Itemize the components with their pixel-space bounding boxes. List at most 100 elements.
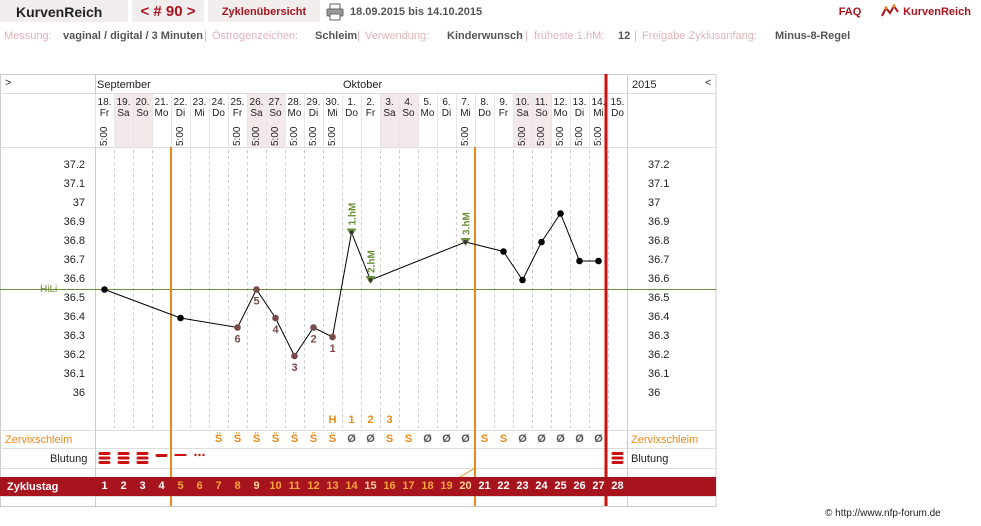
day-date: 1. <box>347 97 356 108</box>
mucus-value: Ø <box>556 433 565 445</box>
cycle-navigator[interactable]: < # 90 > <box>132 0 204 22</box>
hm-label: 1.hM <box>348 203 359 226</box>
day-date: 28. <box>287 97 302 108</box>
temperature-point <box>463 240 468 244</box>
temperature-point <box>538 238 545 246</box>
scroll-right-button[interactable]: < <box>705 77 712 89</box>
day-date: 12. <box>553 97 568 108</box>
mucus-value: Ø <box>575 433 584 445</box>
scroll-left-button[interactable]: > <box>5 77 12 89</box>
day-date: 5. <box>423 97 432 108</box>
day-header: 14. Mi <box>589 97 608 119</box>
app-title[interactable]: KurvenReich <box>0 0 128 22</box>
day-weekday: Di <box>574 108 585 119</box>
temperature-point <box>519 276 526 284</box>
day-weekday: Do <box>212 108 225 119</box>
mucus-value: Ø <box>461 433 470 445</box>
estrogen-label: Östrogenzeichen: <box>212 30 299 42</box>
cycle-day-number: 18 <box>421 480 434 492</box>
day-header: 8. Do <box>475 97 494 119</box>
temperature-point <box>329 333 336 341</box>
mucus-peak-marker: 1 <box>348 414 355 426</box>
earliest-hm-label: früheste 1.hM: <box>534 30 605 42</box>
mucus-value: S <box>404 433 413 445</box>
bleeding-spot <box>198 453 201 457</box>
cycle-day-number: 4 <box>158 480 165 492</box>
day-date: 20. <box>135 97 150 108</box>
cycle-day-number: 20 <box>459 480 472 492</box>
day-date: 9. <box>499 97 508 108</box>
cycle-day-number: 1 <box>101 480 108 492</box>
mucus-peak-marker: H <box>328 414 337 426</box>
mucus-value: S <box>499 433 508 445</box>
weekend-shade <box>513 94 532 147</box>
measurement-time: 5:00 <box>251 126 262 146</box>
cycle-day-band <box>0 477 716 496</box>
weekend-shade <box>133 94 152 147</box>
y-tick-label: 37 <box>72 197 85 209</box>
measurement-time: 5:00 <box>232 126 243 146</box>
mucus-value: S̈ <box>328 433 337 445</box>
faq-link[interactable]: FAQ <box>838 6 862 18</box>
low-point-label: 5 <box>253 296 259 308</box>
cycle-day-number: 2 <box>120 480 127 492</box>
day-date: 14. <box>591 97 606 108</box>
day-date: 3. <box>385 97 394 108</box>
low-point-label: 3 <box>291 362 297 374</box>
brand-logo[interactable]: KurvenReich <box>880 0 981 22</box>
low-point-label: 1 <box>329 343 335 355</box>
measurement-time: 5:00 <box>555 126 566 146</box>
y-tick-label-right: 37 <box>648 197 661 209</box>
mucus-peak-marker: 3 <box>386 414 393 426</box>
bleeding-mark <box>155 454 168 457</box>
day-header: 3. Sa <box>380 97 399 119</box>
day-header: 15. Do <box>608 97 627 119</box>
y-tick-label: 36.1 <box>63 368 85 380</box>
day-date: 8. <box>480 97 489 108</box>
mucus-peak-marker: 2 <box>367 414 374 426</box>
day-date: 15. <box>610 97 625 108</box>
cycle-day-number: 6 <box>196 480 203 492</box>
bleeding-spot <box>194 453 197 457</box>
top-bar: KurvenReich < # 90 > Zyklenübersicht 18.… <box>0 0 981 26</box>
bleeding-mark <box>117 456 130 460</box>
day-header: 20. So <box>133 97 152 119</box>
day-header: 18. Fr <box>95 97 114 119</box>
mucus-value: Ø <box>537 433 546 445</box>
day-header: 19. Sa <box>114 97 133 119</box>
y-tick-label-right: 36.3 <box>648 330 670 342</box>
temperature-point <box>291 352 298 360</box>
printer-icon[interactable] <box>326 0 346 22</box>
day-header: 26. Sa <box>247 97 266 119</box>
y-tick-label-right: 36.6 <box>648 273 670 285</box>
y-tick-label: 36.2 <box>63 349 85 361</box>
mucus-value: S̈ <box>290 433 299 445</box>
mucus-value: S̈ <box>309 433 318 445</box>
mucus-value: S <box>385 433 394 445</box>
cycle-day-number: 3 <box>139 480 146 492</box>
cycle-overview-button[interactable]: Zyklenübersicht <box>208 0 320 22</box>
bleeding-mark <box>136 461 149 464</box>
day-header: 24. Do <box>209 97 228 119</box>
weekend-shade <box>380 94 399 147</box>
mucus-value: Ø <box>423 433 432 445</box>
y-tick-label-right: 36.8 <box>648 235 670 247</box>
day-date: 18. <box>97 97 112 108</box>
day-weekday: Mi <box>593 108 604 119</box>
y-tick-label: 37.2 <box>63 159 85 171</box>
day-date: 21. <box>154 97 169 108</box>
day-weekday: Mi <box>460 108 471 119</box>
cycle-day-number: 19 <box>440 480 453 492</box>
brand-name: KurvenReich <box>903 6 971 18</box>
cycle-day-number: 24 <box>535 480 548 492</box>
y-tick-label-right: 36 <box>648 387 661 399</box>
measurement-value: vaginal / digital / 3 Minuten <box>63 30 203 42</box>
y-tick-label: 37.1 <box>63 178 85 190</box>
day-date: 27. <box>268 97 283 108</box>
day-weekday: Mo <box>553 108 568 119</box>
cycle-connector <box>459 467 476 478</box>
day-header: 5. Mo <box>418 97 437 119</box>
bleeding-spot <box>202 453 205 457</box>
day-weekday: Do <box>478 108 491 119</box>
day-weekday: So <box>535 108 548 119</box>
